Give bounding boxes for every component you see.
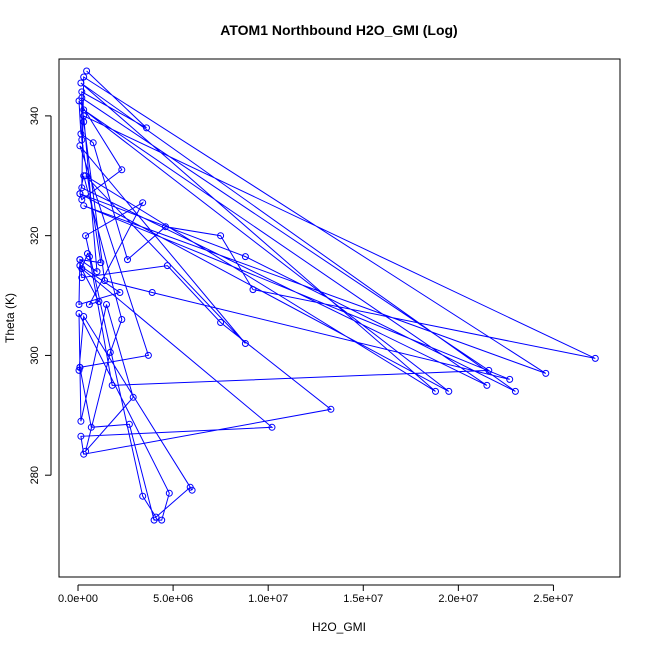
data-point (87, 423, 95, 431)
y-axis: 280 300 320 340 (29, 107, 52, 484)
data-point (80, 118, 88, 126)
data-point (97, 259, 105, 267)
data-point (80, 202, 88, 210)
data-point (80, 73, 88, 81)
data-point (76, 363, 84, 371)
data-point (76, 190, 84, 198)
data-point (76, 256, 84, 264)
data-point (241, 253, 249, 261)
y-tick-label: 300 (29, 346, 41, 364)
data-point (77, 130, 85, 138)
x-tick-label: 5.0e+06 (153, 593, 193, 605)
data-point (268, 423, 276, 431)
data-point (78, 94, 86, 102)
data-point (78, 196, 86, 204)
data-point (148, 289, 156, 296)
data-point (101, 277, 109, 285)
x-tick-label: 0.0e+00 (58, 593, 98, 605)
data-point (124, 256, 131, 264)
data-point (217, 319, 225, 326)
data-point (139, 199, 147, 207)
data-point (162, 223, 169, 231)
data-point (83, 67, 91, 75)
data-point (188, 486, 196, 494)
data-point (139, 492, 147, 500)
x-tick-label: 2.5e+07 (533, 593, 573, 605)
data-point (249, 286, 257, 294)
x-tick-label: 1.0e+07 (248, 593, 288, 605)
data-point (77, 417, 85, 425)
data-point (163, 262, 171, 270)
data-point (150, 516, 158, 524)
series-line (78, 70, 596, 521)
data-point (75, 366, 83, 374)
data-point (327, 405, 335, 413)
data-point (75, 301, 83, 308)
series-layer (78, 70, 596, 521)
data-point (77, 432, 85, 440)
data-point (118, 316, 126, 323)
data-point (80, 450, 88, 458)
data-point (116, 289, 124, 296)
data-point (591, 354, 599, 362)
data-point (165, 489, 173, 497)
data-point (95, 298, 103, 305)
data-point (93, 268, 101, 276)
y-tick-label: 340 (29, 107, 41, 125)
data-point (241, 340, 249, 347)
data-point (485, 366, 493, 374)
marker-layer (75, 67, 599, 524)
data-point (82, 232, 90, 240)
data-point (82, 172, 90, 180)
data-point (217, 232, 225, 240)
x-tick-label: 2.0e+07 (438, 593, 478, 605)
y-tick-label: 320 (29, 226, 41, 244)
data-point (75, 310, 83, 317)
data-point (85, 301, 93, 308)
plot-frame (58, 58, 621, 578)
y-axis-label: Theta (K) (3, 293, 17, 343)
data-point (77, 79, 85, 87)
data-point (432, 387, 439, 395)
data-point (542, 369, 550, 377)
y-tick-label: 280 (29, 466, 41, 484)
data-point (103, 301, 110, 308)
data-point (143, 124, 150, 132)
data-point (78, 274, 86, 282)
data-point (129, 393, 137, 401)
data-point (85, 253, 93, 261)
chart-title: ATOM1 Northbound H2O_GMI (Log) (220, 22, 457, 38)
data-point (89, 139, 97, 147)
x-axis: 0.0e+00 5.0e+06 1.0e+07 1.5e+07 2.0e+07 2.5e+… (58, 584, 573, 605)
data-point (80, 172, 88, 180)
data-point (506, 375, 514, 383)
data-point (445, 387, 453, 395)
x-axis-label: H2O_GMI (312, 620, 366, 634)
data-point (511, 387, 519, 395)
data-point (483, 381, 491, 389)
data-point (78, 265, 86, 273)
data-point (158, 516, 166, 524)
data-point (108, 381, 116, 389)
data-point (106, 348, 114, 356)
data-point (144, 351, 152, 359)
data-point (76, 142, 84, 150)
data-point (118, 166, 126, 174)
x-tick-label: 1.5e+07 (343, 593, 383, 605)
data-point (125, 420, 133, 428)
data-point (80, 106, 88, 114)
